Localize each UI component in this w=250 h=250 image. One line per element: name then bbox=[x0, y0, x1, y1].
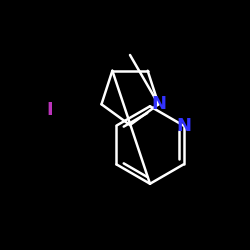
Text: N: N bbox=[176, 116, 191, 134]
Text: N: N bbox=[151, 95, 166, 113]
Text: I: I bbox=[47, 101, 53, 119]
